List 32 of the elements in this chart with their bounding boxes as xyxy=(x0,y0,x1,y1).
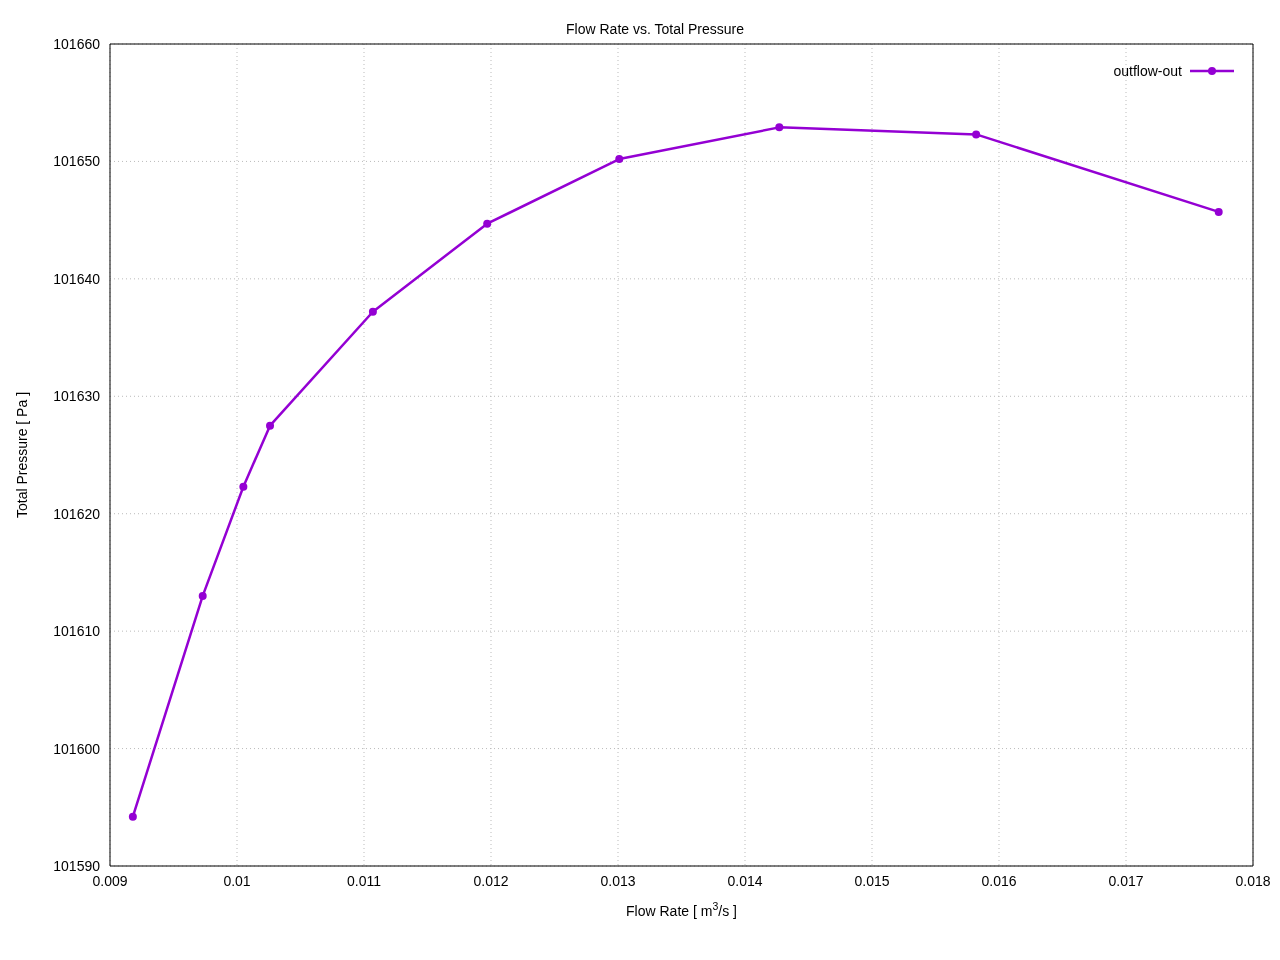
chart-title: Flow Rate vs. Total Pressure xyxy=(566,21,745,37)
point xyxy=(1214,207,1223,216)
x-tick-label: 0.015 xyxy=(854,872,890,889)
y-tick-label: 101630 xyxy=(53,388,101,405)
x-tick-label: 0.014 xyxy=(727,872,763,889)
point xyxy=(368,307,377,316)
x-tick-label: 0.017 xyxy=(1108,872,1144,889)
point xyxy=(198,591,207,600)
x-tick-label: 0.018 xyxy=(1235,872,1271,889)
point xyxy=(775,123,784,132)
x-axis-title: Flow Rate [ m$^{3}$/s ] xyxy=(626,900,737,919)
y-axis-title: Total Pressure [ Pa ] xyxy=(13,391,30,519)
legend-label: outflow-out xyxy=(1113,63,1182,79)
y-tick-label: 101590 xyxy=(53,857,101,874)
x-tick-label: 0.01 xyxy=(223,872,251,889)
point xyxy=(483,219,492,228)
x-tick-label: 0.011 xyxy=(347,872,382,889)
point xyxy=(239,482,248,491)
y-tick-label: 101620 xyxy=(53,505,101,522)
y-tick-label: 101610 xyxy=(53,623,101,640)
x-tick-label: 0.016 xyxy=(981,872,1017,889)
x-tick-label: 0.013 xyxy=(600,872,636,889)
x-tick-label: 0.012 xyxy=(473,872,509,889)
point xyxy=(266,421,275,430)
point xyxy=(972,130,981,139)
y-tick-label: 101640 xyxy=(53,270,101,287)
x-tick-label: 0.009 xyxy=(92,872,128,889)
point xyxy=(615,155,624,164)
point xyxy=(128,812,137,821)
y-tick-label: 101600 xyxy=(53,740,101,757)
y-tick-label: 101650 xyxy=(53,153,101,170)
y-tick-label: 101660 xyxy=(53,35,101,52)
